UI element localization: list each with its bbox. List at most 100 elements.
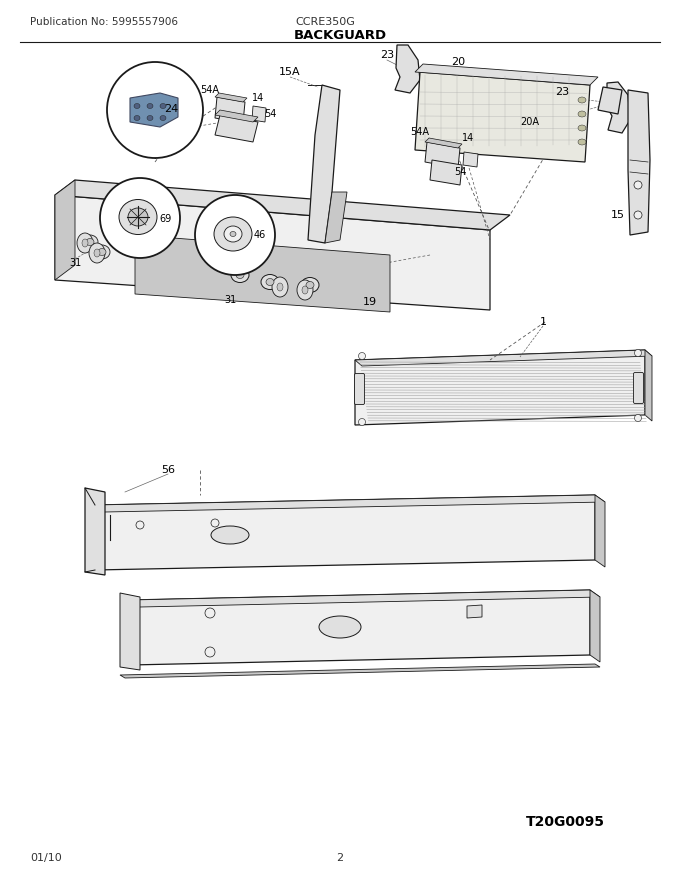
Polygon shape — [463, 152, 478, 167]
Circle shape — [211, 519, 219, 527]
Polygon shape — [215, 93, 247, 102]
Polygon shape — [425, 138, 462, 148]
Circle shape — [114, 218, 116, 222]
Polygon shape — [252, 106, 266, 122]
Circle shape — [358, 353, 366, 360]
Circle shape — [136, 521, 144, 529]
Polygon shape — [130, 93, 178, 127]
Text: 31: 31 — [69, 258, 81, 268]
Ellipse shape — [134, 104, 140, 108]
Circle shape — [158, 233, 163, 238]
Text: 01/10: 01/10 — [30, 853, 62, 863]
Ellipse shape — [578, 97, 586, 103]
Polygon shape — [590, 590, 600, 662]
Text: 24: 24 — [164, 104, 178, 114]
Text: 15: 15 — [611, 210, 625, 220]
Polygon shape — [355, 350, 645, 425]
Polygon shape — [55, 180, 510, 230]
Text: 54: 54 — [264, 109, 276, 119]
Polygon shape — [595, 495, 605, 567]
Ellipse shape — [319, 616, 361, 638]
Ellipse shape — [230, 231, 236, 237]
Ellipse shape — [301, 277, 319, 292]
Text: Publication No: 5995557906: Publication No: 5995557906 — [30, 17, 178, 27]
Ellipse shape — [211, 526, 249, 544]
Text: 46: 46 — [254, 230, 266, 240]
Ellipse shape — [147, 104, 153, 108]
Ellipse shape — [578, 111, 586, 117]
Ellipse shape — [86, 238, 94, 246]
Circle shape — [195, 195, 275, 275]
Text: 19: 19 — [363, 297, 377, 307]
Ellipse shape — [272, 277, 288, 297]
Polygon shape — [325, 192, 347, 243]
Ellipse shape — [266, 278, 274, 285]
Text: 56: 56 — [161, 465, 175, 475]
FancyBboxPatch shape — [354, 373, 364, 405]
Ellipse shape — [147, 115, 153, 121]
Text: 1: 1 — [539, 317, 547, 327]
Text: 54: 54 — [454, 167, 466, 177]
Polygon shape — [215, 115, 258, 142]
Ellipse shape — [77, 233, 93, 253]
Ellipse shape — [89, 243, 105, 263]
Polygon shape — [55, 180, 75, 280]
Circle shape — [634, 349, 641, 356]
Ellipse shape — [160, 115, 166, 121]
Ellipse shape — [578, 125, 586, 131]
Ellipse shape — [214, 217, 252, 251]
Polygon shape — [425, 142, 460, 168]
Polygon shape — [467, 605, 482, 618]
Text: 54A: 54A — [411, 127, 430, 137]
Ellipse shape — [82, 235, 98, 249]
Ellipse shape — [277, 283, 283, 291]
Ellipse shape — [160, 104, 166, 108]
Polygon shape — [172, 127, 190, 145]
Circle shape — [118, 230, 122, 232]
Circle shape — [205, 647, 215, 657]
Polygon shape — [430, 160, 462, 185]
Polygon shape — [628, 90, 650, 235]
Circle shape — [634, 414, 641, 422]
Polygon shape — [355, 350, 652, 366]
Text: 23: 23 — [380, 50, 394, 60]
Circle shape — [634, 211, 642, 219]
Circle shape — [634, 181, 642, 189]
Circle shape — [358, 419, 366, 426]
Text: 14: 14 — [462, 133, 474, 143]
Ellipse shape — [82, 239, 88, 247]
Polygon shape — [130, 590, 600, 607]
Ellipse shape — [134, 115, 140, 121]
Text: 14: 14 — [252, 93, 264, 103]
Polygon shape — [308, 85, 340, 243]
Polygon shape — [85, 488, 105, 575]
Circle shape — [205, 608, 215, 618]
Text: 69: 69 — [159, 214, 171, 224]
Circle shape — [116, 224, 120, 226]
Ellipse shape — [94, 245, 110, 259]
Polygon shape — [55, 195, 490, 310]
Circle shape — [120, 234, 124, 238]
Ellipse shape — [302, 286, 308, 294]
Polygon shape — [120, 664, 600, 678]
Polygon shape — [645, 350, 652, 421]
Ellipse shape — [119, 200, 157, 234]
Polygon shape — [130, 590, 590, 665]
Text: CCRE350G: CCRE350G — [295, 17, 355, 27]
Polygon shape — [415, 72, 590, 162]
Text: 15A: 15A — [279, 67, 301, 77]
Polygon shape — [95, 495, 595, 570]
Polygon shape — [598, 87, 622, 114]
Circle shape — [107, 62, 203, 158]
Circle shape — [100, 178, 180, 258]
Polygon shape — [135, 235, 390, 312]
Text: 2: 2 — [337, 853, 343, 863]
Text: BACKGUARD: BACKGUARD — [294, 28, 386, 41]
Polygon shape — [120, 593, 140, 670]
Text: 20A: 20A — [520, 117, 539, 127]
Polygon shape — [395, 45, 420, 93]
Text: T20G0095: T20G0095 — [526, 815, 605, 829]
Polygon shape — [215, 97, 245, 123]
Ellipse shape — [236, 272, 244, 278]
Polygon shape — [95, 495, 605, 512]
